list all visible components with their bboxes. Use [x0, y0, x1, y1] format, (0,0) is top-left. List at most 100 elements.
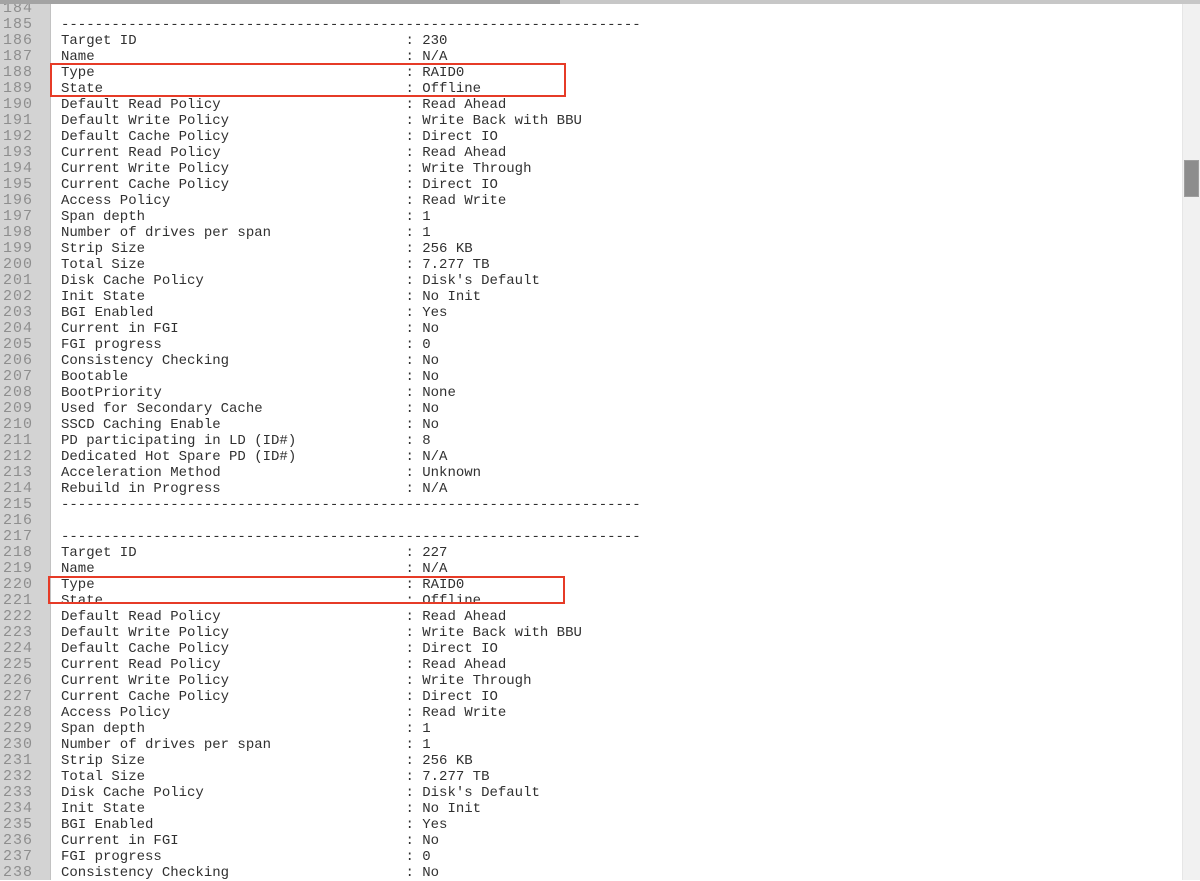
line-text: Name : N/A — [61, 49, 448, 65]
line-text: Init State : No Init — [61, 289, 482, 305]
line-text: Current Read Policy : Read Ahead — [61, 145, 507, 161]
log-line: 219 Name : N/A — [0, 561, 1182, 578]
line-number: 193 — [3, 144, 34, 161]
line-number: 186 — [3, 32, 34, 49]
line-text: PD participating in LD (ID#) : 8 — [61, 433, 431, 449]
log-line: 194 Current Write Policy : Write Through — [0, 161, 1182, 178]
line-number: 202 — [3, 288, 34, 305]
line-text: Target ID : 227 — [61, 545, 448, 561]
log-line: 197 Span depth : 1 — [0, 208, 1182, 226]
line-text: Bootable : No — [61, 369, 440, 385]
log-line: 230 Number of drives per span : 1 — [0, 736, 1182, 754]
log-line: 195 Current Cache Policy : Direct IO — [0, 176, 1182, 194]
line-text: Default Read Policy : Read Ahead — [61, 97, 507, 113]
log-line: 205 FGI progress : 0 — [0, 336, 1182, 354]
line-number: 189 — [3, 80, 34, 97]
line-number: 226 — [3, 672, 34, 689]
line-number: 207 — [3, 368, 34, 385]
line-text: State : Offline — [61, 593, 482, 609]
log-line: 232 Total Size : 7.277 TB — [0, 769, 1182, 786]
line-number: 192 — [3, 128, 34, 145]
line-number: 213 — [3, 464, 34, 481]
log-line: 188 Type : RAID0 — [0, 64, 1182, 82]
annotation-highlight-box — [50, 63, 566, 97]
line-text: Default Write Policy : Write Back with B… — [61, 625, 582, 641]
log-line: 227 Current Cache Policy : Direct IO — [0, 688, 1182, 706]
log-line: 208 BootPriority : None — [0, 385, 1182, 402]
log-line: 218 Target ID : 227 — [0, 545, 1182, 562]
line-number: 191 — [3, 112, 34, 129]
log-line: 229 Span depth : 1 — [0, 721, 1182, 738]
log-line: 212 Dedicated Hot Spare PD (ID#) : N/A — [0, 449, 1182, 466]
line-text: ----------------------------------------… — [61, 17, 641, 33]
line-text: Dedicated Hot Spare PD (ID#) : N/A — [61, 449, 448, 465]
line-number: 211 — [3, 432, 34, 449]
line-number: 195 — [3, 176, 34, 193]
vertical-scrollbar[interactable] — [1182, 4, 1200, 880]
line-text: Access Policy : Read Write — [61, 193, 507, 209]
line-text: BGI Enabled : Yes — [61, 817, 448, 833]
line-number: 187 — [3, 48, 34, 65]
line-number: 198 — [3, 224, 34, 241]
line-text: Default Read Policy : Read Ahead — [61, 609, 507, 625]
line-text: BootPriority : None — [61, 385, 456, 401]
line-number: 236 — [3, 832, 34, 849]
line-number: 217 — [3, 528, 34, 545]
line-number: 200 — [3, 256, 34, 273]
line-number: 197 — [3, 208, 34, 225]
line-number: 228 — [3, 704, 34, 721]
log-line: 191 Default Write Policy : Write Back wit… — [0, 112, 1182, 130]
line-number: 199 — [3, 240, 34, 257]
log-line: 221 State : Offline — [0, 593, 1182, 610]
log-line: 192 Default Cache Policy : Direct IO — [0, 128, 1182, 146]
line-text: Type : RAID0 — [61, 65, 465, 81]
log-line: 201 Disk Cache Policy : Disk's Default — [0, 272, 1182, 290]
line-text: Current Write Policy : Write Through — [61, 161, 532, 177]
line-number: 227 — [3, 688, 34, 705]
log-line: 214 Rebuild in Progress : N/A — [0, 480, 1182, 498]
line-text: Current in FGI : No — [61, 321, 440, 337]
line-number: 201 — [3, 272, 34, 289]
line-text: FGI progress : 0 — [61, 849, 431, 865]
line-text: Consistency Checking : No — [61, 353, 440, 369]
line-number: 196 — [3, 192, 34, 209]
vertical-scrollbar-thumb[interactable] — [1184, 160, 1199, 197]
line-number: 206 — [3, 352, 34, 369]
horizontal-scrollbar[interactable] — [0, 0, 1200, 4]
line-number: 235 — [3, 816, 34, 833]
log-line: 200 Total Size : 7.277 TB — [0, 256, 1182, 274]
log-line: 217 -------------------------------------… — [0, 528, 1182, 546]
line-text: Current Read Policy : Read Ahead — [61, 657, 507, 673]
line-text: Strip Size : 256 KB — [61, 753, 473, 769]
line-number: 188 — [3, 64, 34, 81]
line-number: 190 — [3, 96, 34, 113]
line-text: Strip Size : 256 KB — [61, 241, 473, 257]
log-line: 231 Strip Size : 256 KB — [0, 753, 1182, 770]
line-number: 204 — [3, 320, 34, 337]
line-text: Current Cache Policy : Direct IO — [61, 689, 498, 705]
log-line: 207 Bootable : No — [0, 368, 1182, 386]
line-number: 234 — [3, 800, 34, 817]
line-text: Target ID : 230 — [61, 33, 448, 49]
line-text: Total Size : 7.277 TB — [61, 257, 490, 273]
line-number: 230 — [3, 736, 34, 753]
line-number: 220 — [3, 576, 34, 593]
log-line: 196 Access Policy : Read Write — [0, 192, 1182, 210]
line-number: 205 — [3, 336, 34, 353]
log-line: 193 Current Read Policy : Read Ahead — [0, 144, 1182, 162]
line-number: 184 — [3, 0, 34, 17]
horizontal-scrollbar-thumb[interactable] — [0, 0, 560, 4]
log-line: 237 FGI progress : 0 — [0, 849, 1182, 866]
line-text: Default Cache Policy : Direct IO — [61, 641, 498, 657]
line-number: 215 — [3, 496, 34, 513]
line-text: Number of drives per span : 1 — [61, 225, 431, 241]
log-line: 199 Strip Size : 256 KB — [0, 240, 1182, 258]
line-text: Total Size : 7.277 TB — [61, 769, 490, 785]
line-text: Rebuild in Progress : N/A — [61, 481, 448, 497]
log-line: 235 BGI Enabled : Yes — [0, 816, 1182, 834]
line-number: 214 — [3, 480, 34, 497]
log-line: 211 PD participating in LD (ID#) : 8 — [0, 432, 1182, 450]
log-line: 206 Consistency Checking : No — [0, 352, 1182, 370]
line-text: Current in FGI : No — [61, 833, 440, 849]
